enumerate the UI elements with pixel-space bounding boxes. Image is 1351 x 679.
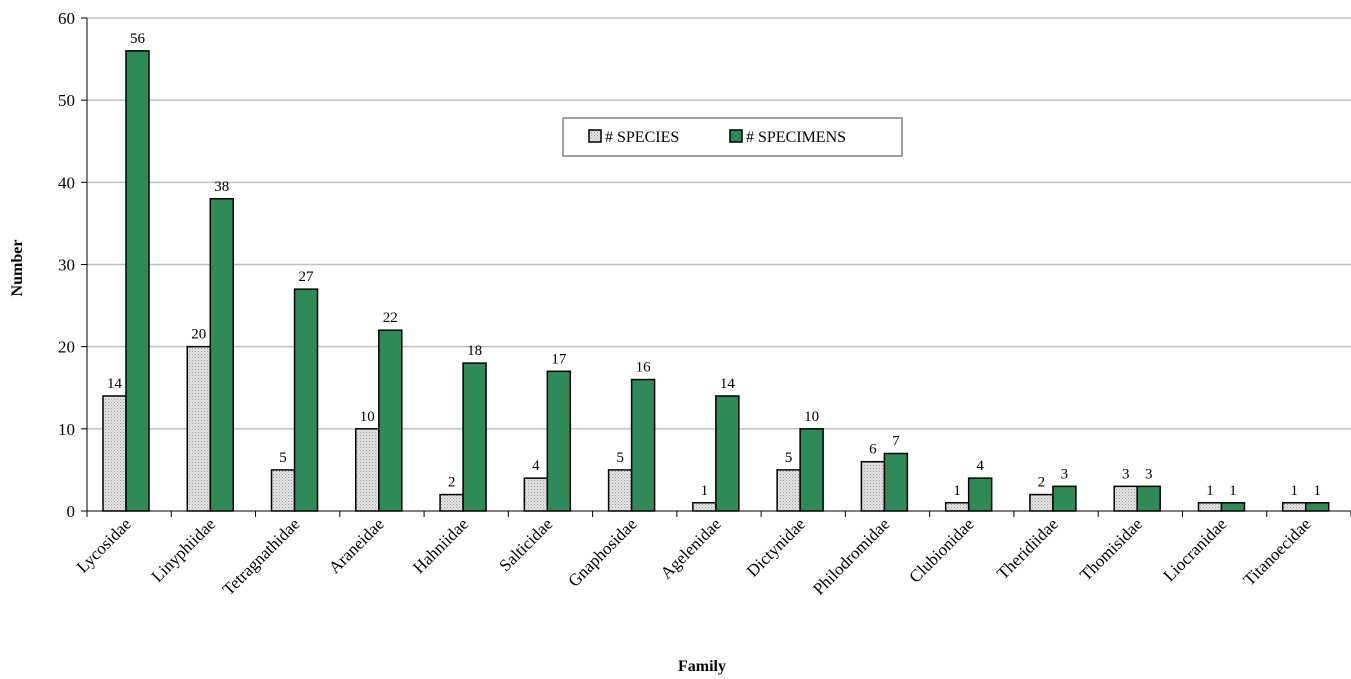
data-label-species: 6 (869, 442, 877, 458)
data-label-specimens: 56 (130, 31, 146, 47)
x-tick-label: Gnaphosidae (564, 514, 640, 590)
data-label-species: 14 (107, 376, 123, 392)
data-label-specimens: 10 (804, 409, 819, 425)
y-axis-title: Number (9, 240, 26, 297)
data-label-specimens: 1 (1229, 483, 1237, 499)
x-tick-label: Salticidae (495, 514, 556, 575)
legend-label-specimens: # SPECIMENS (746, 129, 846, 146)
data-label-specimens: 22 (383, 310, 398, 326)
y-tick-label: 20 (58, 338, 75, 357)
bar-specimens (293, 288, 319, 512)
x-axis-title: Family (678, 658, 726, 675)
axes (81, 17, 1351, 517)
data-label-species: 20 (191, 327, 206, 343)
y-tick-label: 50 (58, 91, 75, 110)
data-label-specimens: 17 (551, 351, 567, 367)
x-tick-label: Dictynidae (743, 514, 809, 580)
data-label-species: 4 (532, 458, 540, 474)
bars (102, 50, 1330, 512)
x-tick-label: Titanoecidae (1240, 514, 1315, 589)
y-tick-label: 40 (58, 173, 75, 192)
x-tick-label: Lycosidae (73, 514, 135, 576)
data-label-specimens: 16 (636, 360, 652, 376)
bar-species (439, 493, 464, 512)
data-label-species: 1 (701, 483, 709, 499)
x-tick-label: Philodromidae (809, 514, 893, 598)
data-label-specimens: 3 (1061, 466, 1069, 482)
bar-species (692, 502, 717, 512)
data-label-specimens: 18 (467, 343, 482, 359)
data-label-specimens: 14 (720, 376, 736, 392)
bar-species (102, 395, 127, 512)
bar-species (186, 345, 212, 512)
bar-specimens (799, 428, 824, 512)
x-tick-label: Thomisidae (1076, 514, 1146, 584)
bar-specimens (967, 477, 993, 512)
bar-specimens (1220, 502, 1246, 512)
x-tick-labels: Lycosidae Linyphiidae Tetragnathidae Aranei… (73, 514, 1315, 599)
bar-species (523, 477, 549, 512)
data-label-specimens: 7 (892, 433, 900, 449)
bar-species (607, 469, 633, 512)
data-label-specimens: 27 (299, 269, 315, 285)
x-tick-label: Clubionidae (905, 514, 977, 586)
bar-specimens (546, 370, 572, 512)
legend-label-species: # SPECIES (605, 129, 679, 146)
data-label-species: 3 (1122, 466, 1130, 482)
bar-species (776, 469, 801, 512)
bar-specimens (462, 362, 487, 512)
data-label-species: 10 (360, 409, 375, 425)
bar-species (1113, 485, 1138, 512)
bar-species (1029, 493, 1054, 512)
data-label-specimens: 38 (214, 179, 229, 195)
legend-swatch-species (588, 129, 602, 143)
data-label-specimens: 4 (976, 458, 984, 474)
bar-specimens (378, 329, 403, 512)
x-tick-label: Theridiidae (993, 514, 1062, 583)
gridlines (87, 17, 1351, 430)
bar-species (270, 469, 296, 512)
bar-specimens (125, 50, 150, 512)
y-tick-label: 0 (67, 502, 76, 521)
data-label-species: 1 (1206, 483, 1214, 499)
bar-species (1281, 502, 1307, 512)
y-tick-label: 10 (58, 420, 75, 439)
y-tick-label: 30 (58, 256, 75, 275)
bar-specimens (630, 378, 656, 512)
bar-species (860, 460, 886, 512)
data-label-species: 5 (616, 450, 624, 466)
legend: # SPECIES # SPECIMENS (562, 117, 903, 157)
data-label-species: 1 (1290, 483, 1298, 499)
data-label-species: 5 (279, 450, 287, 466)
bar-specimens (715, 395, 740, 512)
x-tick-label: Araneidae (325, 514, 388, 577)
x-tick-label: Hahniidae (409, 514, 472, 577)
x-tick-label: Linyphiidae (148, 514, 220, 586)
data-label-species: 1 (953, 483, 961, 499)
bar-specimens (1136, 485, 1161, 512)
data-label-specimens: 1 (1313, 483, 1321, 499)
data-label-species: 2 (448, 475, 456, 491)
data-label-species: 5 (785, 450, 793, 466)
bar-species (1197, 502, 1223, 512)
x-tick-label: Tetragnathidae (219, 514, 304, 599)
y-tick-label: 60 (58, 9, 75, 28)
bar-specimens (1304, 502, 1330, 512)
y-tick-labels: 0 10 20 30 40 50 60 (58, 9, 75, 521)
legend-swatch-specimens (729, 129, 743, 143)
bar-species (944, 502, 970, 512)
data-label-species: 2 (1038, 475, 1046, 491)
bar-specimens (1052, 485, 1077, 512)
x-tick-label: Liocranidae (1160, 514, 1231, 585)
x-tick-label: Agelenidae (657, 514, 725, 582)
bar-species (355, 428, 380, 512)
bar-specimens (209, 198, 235, 512)
data-label-specimens: 3 (1145, 466, 1153, 482)
bar-specimens (883, 452, 909, 512)
